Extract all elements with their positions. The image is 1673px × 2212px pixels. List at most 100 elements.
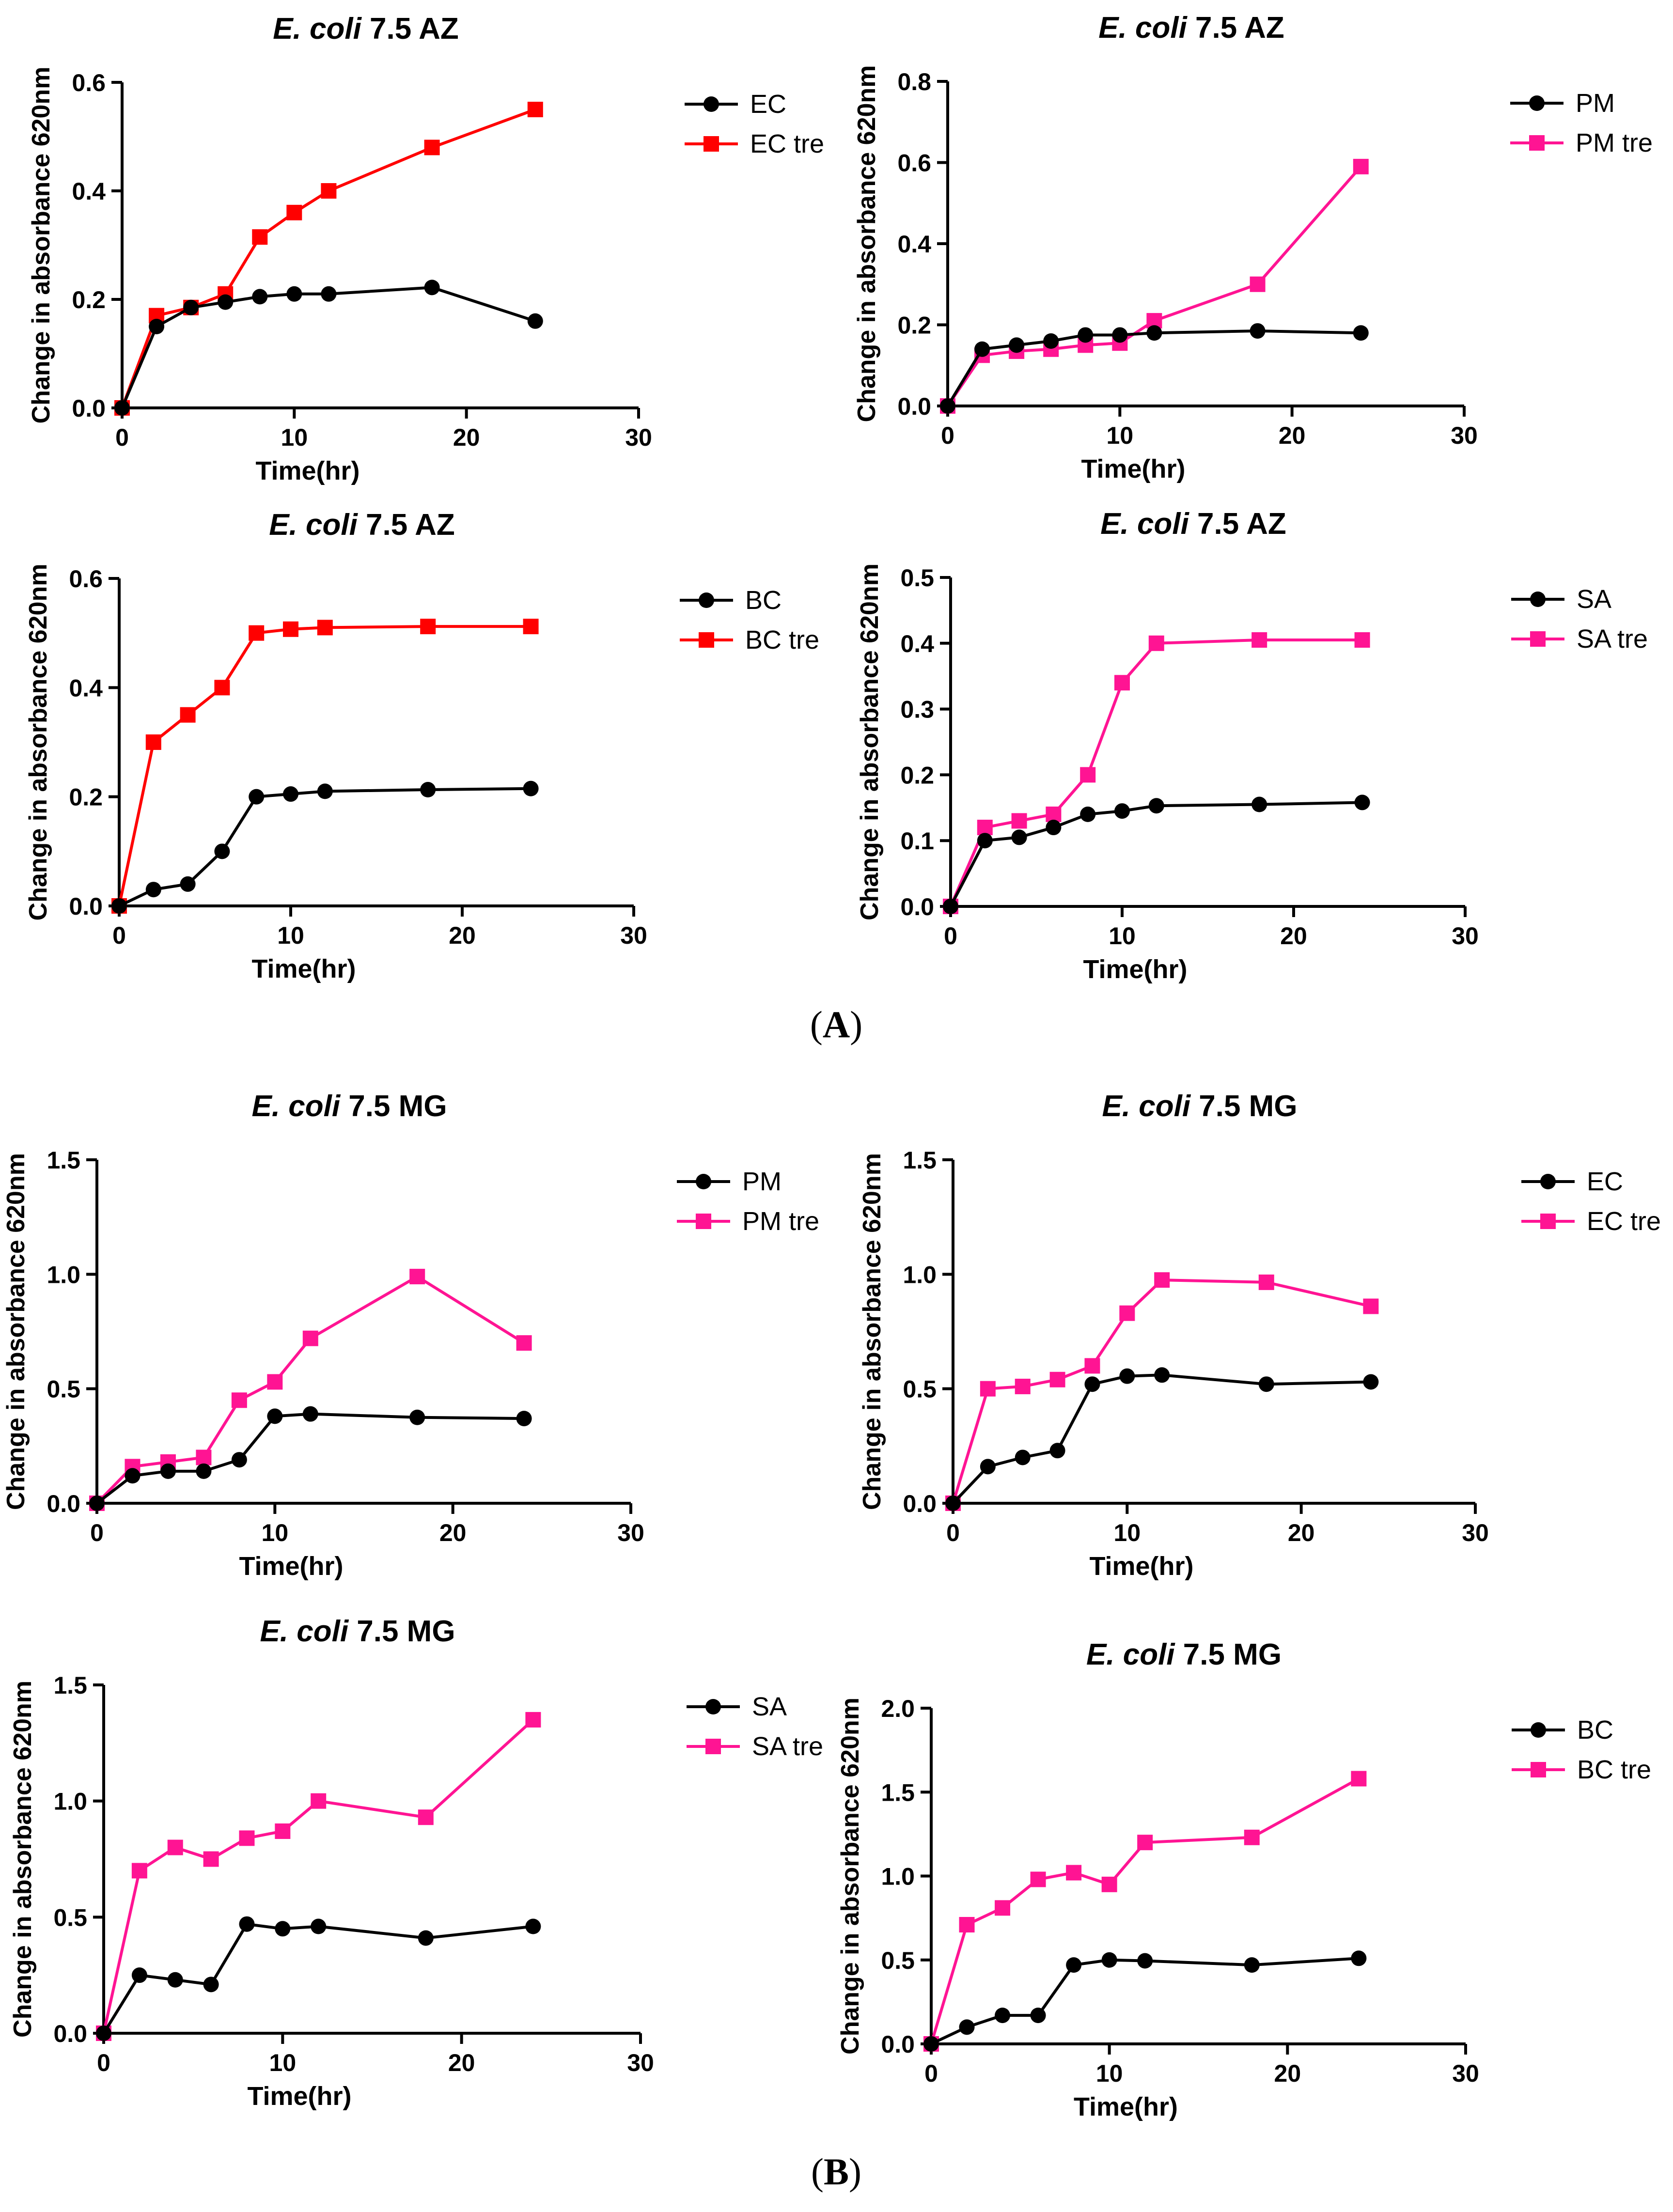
data-point (1146, 325, 1162, 341)
series-ec-tre (114, 102, 543, 416)
series-bc-tre (111, 619, 539, 914)
chart-title-rest: 7.5 MG (1175, 1638, 1282, 1671)
legend-entry: EC tre (685, 129, 824, 158)
data-point (516, 1411, 532, 1427)
y-tick-label: 0.2 (897, 312, 931, 339)
y-axis-label: Change in absorbance 620nm (2, 1153, 30, 1510)
x-tick-label: 30 (625, 424, 652, 451)
data-point (275, 1921, 291, 1937)
chart-title-rest: 7.5 AZ (358, 508, 455, 542)
x-tick-label: 20 (453, 424, 480, 451)
chart-title-italic: E. coli (251, 1090, 341, 1123)
data-point (183, 299, 199, 315)
data-point (1363, 1298, 1379, 1314)
x-tick-label: 10 (1114, 1519, 1141, 1546)
data-point (203, 1851, 219, 1867)
x-tick-label: 20 (449, 922, 476, 949)
data-point (180, 876, 196, 892)
x-tick-label: 30 (1452, 2060, 1479, 2087)
legend-marker (1529, 95, 1545, 111)
data-point (196, 1463, 212, 1479)
y-tick-label: 0.6 (897, 150, 931, 177)
data-point (131, 1863, 147, 1879)
chart-title: E. coli 7.5 MG (1086, 1638, 1282, 1671)
x-tick-label: 10 (277, 922, 304, 949)
data-point (1148, 798, 1164, 814)
data-point (424, 140, 440, 156)
legend-label: BC tre (1577, 1755, 1651, 1784)
series-pm (89, 1406, 532, 1511)
y-tick-label: 0.5 (881, 1947, 915, 1974)
data-point (1137, 1953, 1153, 1969)
data-point (1049, 1443, 1065, 1459)
x-tick-label: 0 (90, 1519, 104, 1546)
x-tick-label: 30 (1462, 1519, 1489, 1546)
x-tick-label: 30 (617, 1519, 644, 1546)
chart-3: E. coli 7.5 AZ 0.0 0.2 0.4 0.6 0 10 20 30 Time(hr… (24, 508, 819, 983)
data-point (114, 400, 130, 416)
y-tick-label: 1.5 (881, 1779, 915, 1806)
y-tick-label: 0.0 (47, 1490, 80, 1517)
y-tick-label: 0.0 (69, 893, 103, 920)
data-point (1046, 806, 1062, 822)
data-point (180, 707, 196, 723)
data-point (89, 1495, 105, 1511)
x-tick-label: 10 (269, 2049, 297, 2076)
data-point (424, 280, 440, 296)
x-axis-label: Time(hr) (1083, 955, 1187, 984)
data-point (1114, 803, 1130, 819)
chart-title-italic: E. coli (260, 1615, 349, 1648)
data-point (283, 786, 298, 802)
data-point (239, 1916, 255, 1932)
x-tick-label: 10 (1109, 922, 1136, 950)
legend-marker (1531, 1762, 1546, 1777)
data-point (311, 1918, 327, 1934)
data-point (409, 1269, 425, 1285)
series-pm (940, 323, 1369, 414)
legend-entry: PM (677, 1167, 782, 1196)
panel-label-a-letter: A (822, 1003, 850, 1045)
data-point (959, 2019, 975, 2035)
x-axis-label: Time(hr) (255, 456, 360, 485)
chart-title-italic: E. coli (1098, 11, 1188, 45)
legend-entry: PM (1510, 89, 1615, 118)
legend-entry: SA tre (687, 1732, 823, 1761)
y-tick-label: 0.0 (881, 2031, 915, 2058)
y-tick-label: 0.6 (69, 565, 103, 592)
legend-marker (699, 592, 714, 608)
data-point (1258, 1274, 1274, 1290)
data-point (527, 313, 543, 329)
data-point (1030, 1871, 1046, 1887)
x-tick-label: 30 (620, 922, 647, 949)
legend-label: SA tre (1577, 624, 1648, 654)
y-axis-label: Change in absorbance 620nm (853, 65, 881, 422)
data-point (1119, 1305, 1135, 1321)
series-sa (96, 1916, 541, 2041)
series-bc-tre (923, 1771, 1367, 2052)
data-point (167, 1972, 183, 1988)
chart-title-rest: 7.5 MG (1190, 1090, 1298, 1123)
series-ec (945, 1367, 1379, 1511)
y-tick-label: 0.0 (900, 893, 934, 920)
data-point (231, 1392, 247, 1408)
y-tick-label: 2.0 (881, 1695, 915, 1722)
x-tick-label: 10 (1096, 2060, 1123, 2087)
x-tick-label: 0 (944, 922, 957, 950)
data-point (1137, 1835, 1153, 1851)
y-tick-label: 0.2 (900, 762, 934, 789)
y-axis-label: Change in absorbance 620nm (9, 1681, 37, 2038)
data-point (302, 1406, 318, 1422)
x-axis-label: Time(hr) (1089, 1552, 1193, 1581)
data-point (420, 782, 436, 798)
y-tick-label: 0.0 (897, 393, 931, 420)
data-point (516, 1335, 532, 1351)
data-point (1030, 2008, 1046, 2024)
data-point (409, 1409, 425, 1425)
data-point (527, 102, 543, 117)
series-line (118, 625, 531, 906)
legend-label: EC (750, 90, 786, 119)
x-axis-label: Time(hr) (239, 1552, 343, 1581)
legend-marker (696, 1214, 711, 1229)
data-point (1066, 1957, 1082, 1973)
data-point (302, 1330, 318, 1346)
